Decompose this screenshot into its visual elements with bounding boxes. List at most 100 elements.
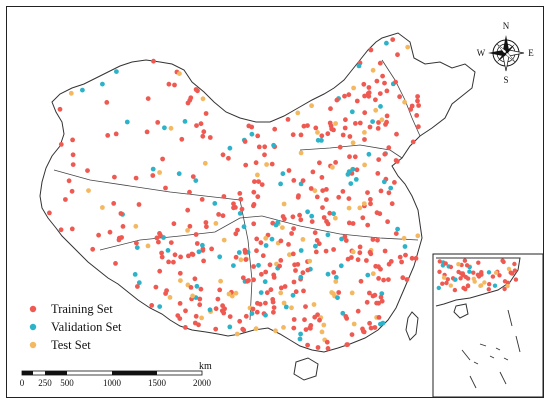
station-point <box>402 244 408 249</box>
station-point <box>362 162 367 168</box>
station-point <box>377 60 383 66</box>
station-point <box>157 304 163 309</box>
station-point <box>190 293 196 299</box>
station-point <box>70 152 76 158</box>
station-point <box>386 277 391 282</box>
station-point <box>376 300 381 306</box>
station-point <box>392 180 397 185</box>
station-point <box>113 131 119 137</box>
station-point <box>290 251 296 257</box>
station-point <box>244 278 250 284</box>
station-point <box>187 189 192 195</box>
station-point <box>302 317 307 323</box>
station-point <box>251 189 257 195</box>
legend-marker-training <box>29 305 37 313</box>
station-point <box>163 185 168 191</box>
station-point <box>313 243 318 249</box>
station-point <box>264 162 269 167</box>
station-point <box>346 92 352 98</box>
station-point <box>237 191 243 196</box>
station-point <box>330 164 335 170</box>
station-point <box>312 230 318 236</box>
inset-station-point <box>486 270 492 275</box>
station-point <box>186 253 191 259</box>
station-point <box>227 145 233 151</box>
inset-island-dash <box>473 361 479 365</box>
station-point <box>388 185 394 191</box>
station-point <box>370 119 375 124</box>
station-point <box>200 133 206 139</box>
station-point <box>255 172 260 178</box>
inset-station-points <box>436 258 519 293</box>
station-point <box>286 242 291 247</box>
station-point <box>349 332 355 337</box>
station-point <box>305 209 310 215</box>
station-point <box>379 291 385 296</box>
scale-tick-1000: 1000 <box>103 378 122 388</box>
station-point <box>367 124 373 130</box>
station-point <box>113 261 118 266</box>
station-point <box>179 136 185 142</box>
station-point <box>70 137 75 143</box>
station-point <box>111 201 117 206</box>
station-point <box>414 113 420 118</box>
station-point <box>295 110 301 116</box>
station-point <box>364 258 369 263</box>
station-point <box>309 219 315 225</box>
station-point <box>372 325 378 330</box>
legend-marker-test <box>29 341 37 349</box>
station-point <box>402 99 407 105</box>
station-point <box>249 311 255 316</box>
station-point <box>401 235 407 241</box>
station-point <box>198 121 204 127</box>
station-point <box>259 182 265 188</box>
station-point <box>193 232 199 237</box>
station-point <box>187 223 193 229</box>
station-point <box>199 197 205 202</box>
station-point <box>415 98 420 104</box>
inset-station-point <box>509 271 514 276</box>
station-point <box>366 93 372 99</box>
station-point <box>192 276 198 282</box>
station-point <box>313 249 319 255</box>
station-point <box>336 290 342 295</box>
station-point <box>357 244 363 250</box>
station-point <box>338 263 344 269</box>
station-point <box>307 258 313 264</box>
station-point <box>135 284 140 289</box>
station-point <box>226 291 232 297</box>
scale-tick-0: 0 <box>20 378 25 388</box>
station-point <box>298 150 304 156</box>
station-point <box>150 173 156 178</box>
station-point <box>199 315 205 321</box>
scale-unit-label: km <box>199 361 212 372</box>
inset-station-point <box>443 261 448 266</box>
station-point <box>413 256 419 261</box>
station-point <box>315 137 321 143</box>
inset-island-dash <box>495 347 501 351</box>
station-point <box>151 58 156 64</box>
station-point <box>331 247 336 252</box>
station-point <box>349 109 355 115</box>
station-point <box>333 275 339 280</box>
station-point <box>319 175 325 180</box>
station-point <box>290 132 296 138</box>
station-point <box>367 320 372 326</box>
inset-station-point <box>448 264 454 270</box>
station-point <box>291 317 297 322</box>
station-point <box>379 298 385 304</box>
station-point <box>400 275 406 281</box>
station-point <box>319 329 325 335</box>
station-point <box>327 210 333 216</box>
station-point <box>394 131 399 137</box>
station-point <box>373 107 379 113</box>
station-point <box>357 250 363 256</box>
station-point <box>207 307 213 313</box>
station-point <box>367 290 372 296</box>
station-point <box>217 287 223 293</box>
station-point <box>249 124 255 130</box>
station-point <box>190 252 196 257</box>
station-point <box>156 239 161 245</box>
station-point <box>207 135 213 140</box>
